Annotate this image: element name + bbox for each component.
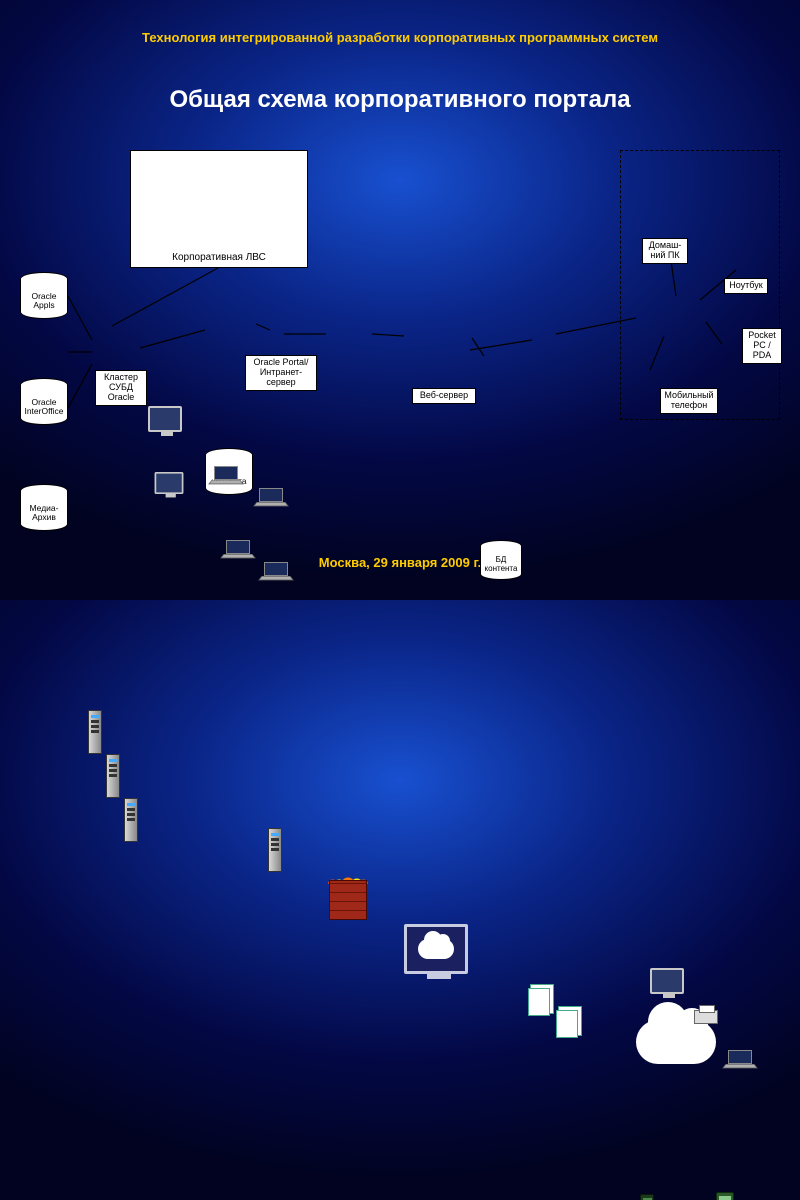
tower-icon	[88, 710, 102, 754]
diagram-canvas: Корпоративная ЛВС OracleAppls OracleInterO…	[0, 140, 800, 520]
label-portal: Oracle Portal/ Интранет-сервер	[245, 355, 317, 391]
db-oracle_appls: OracleAppls	[20, 272, 68, 322]
tower-icon	[106, 754, 120, 798]
slide-header: Технология интегрированной разработки ко…	[0, 30, 800, 45]
laptop-icon	[210, 466, 242, 488]
db-db_content2: БДконтента	[480, 540, 522, 584]
label-notebook: Ноутбук	[724, 278, 768, 294]
laptop-icon	[260, 562, 292, 584]
group-lan: Корпоративная ЛВС	[130, 150, 308, 268]
laptop-icon	[724, 1050, 756, 1072]
big-cloud-icon	[636, 1020, 716, 1064]
printer-icon	[694, 1010, 718, 1024]
laptop-icon	[255, 488, 287, 510]
big-monitor-icon	[404, 924, 468, 974]
monitor-icon	[650, 968, 684, 994]
tower-icon	[124, 798, 138, 842]
pda-icon	[716, 1192, 734, 1200]
db-oracle_interoffice: OracleInterOffice	[20, 378, 68, 428]
slide-footer: Москва, 29 января 2009 г.	[0, 555, 800, 570]
slide-subtitle: Общая схема корпоративного портала	[0, 86, 800, 114]
phone-icon	[640, 1194, 654, 1200]
firewall-icon	[326, 866, 370, 920]
db-media_archive: Медиа-Архив	[20, 484, 68, 534]
label-webserver: Веб-сервер	[412, 388, 476, 404]
label-cluster: Кластер СУБД Oracle	[95, 370, 147, 406]
label-mobile: Мобильный телефон	[660, 388, 718, 414]
label-pocketpc: Pocket PC / PDA	[742, 328, 782, 364]
doc-stack-icon	[528, 988, 550, 1016]
monitor-icon	[148, 406, 182, 432]
tower-icon	[268, 828, 282, 872]
doc-stack-icon	[556, 1010, 578, 1038]
group-label: Корпоративная ЛВС	[131, 252, 307, 263]
monitor-icon	[155, 472, 184, 494]
laptop-icon	[222, 540, 254, 562]
label-homepc: Домаш-ний ПК	[642, 238, 688, 264]
